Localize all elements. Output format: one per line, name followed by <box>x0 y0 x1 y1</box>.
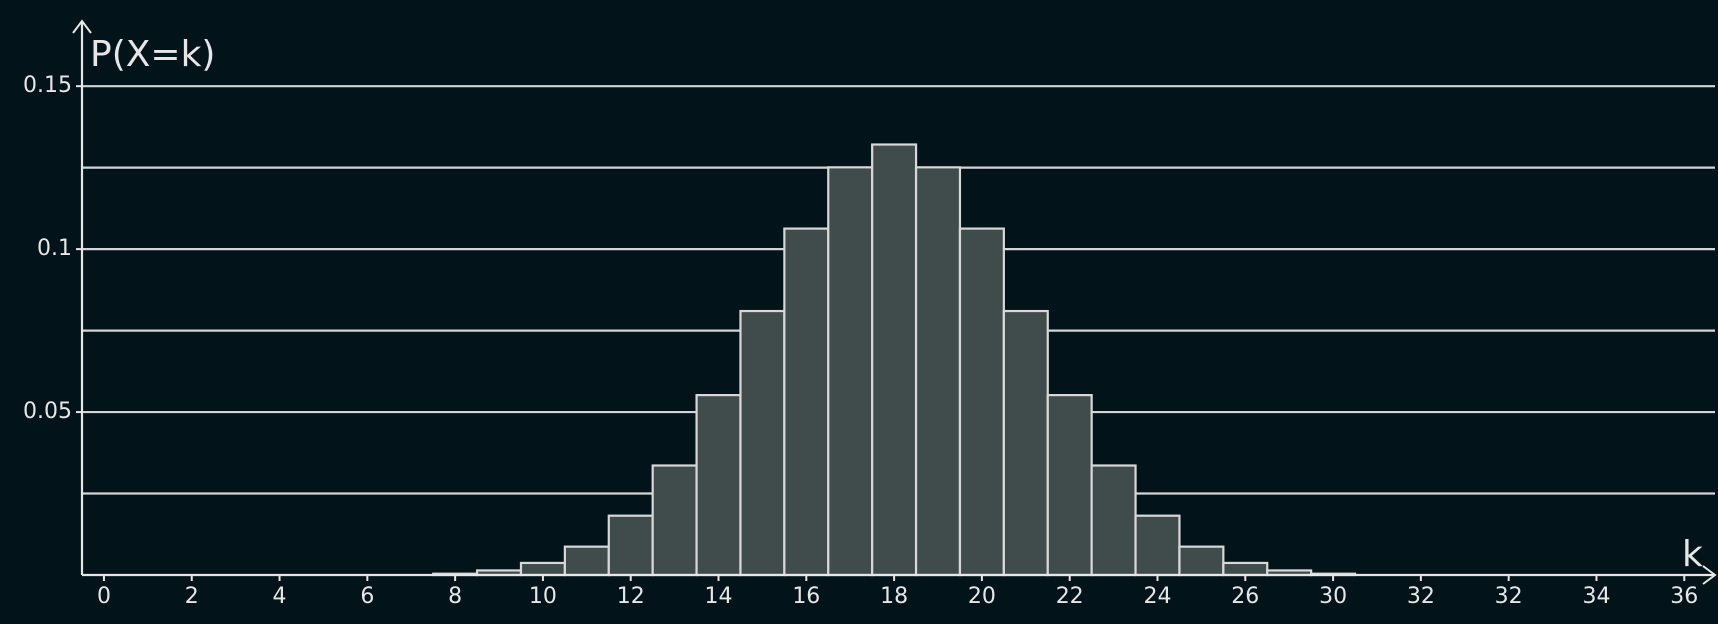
x-tick-label: 12 <box>617 584 645 609</box>
y-axis-arrow <box>72 19 92 34</box>
y-tick-label: 0.1 <box>37 236 72 261</box>
bar <box>563 545 610 577</box>
bar <box>827 166 874 577</box>
bar <box>871 143 918 577</box>
x-axis-label: k <box>1682 534 1703 575</box>
x-tick-label: 8 <box>448 584 462 609</box>
x-tick-label: 34 <box>1582 584 1610 609</box>
bar <box>1178 545 1225 577</box>
x-tick-label: 32 <box>1407 584 1435 609</box>
x-tick-label: 18 <box>880 584 908 609</box>
x-tick-label: 26 <box>1231 584 1259 609</box>
y-tick-label: 0.15 <box>23 73 72 98</box>
bar <box>958 227 1005 577</box>
bar <box>1134 514 1181 577</box>
bar <box>1222 561 1269 577</box>
bar <box>914 166 962 577</box>
bar <box>607 514 654 577</box>
bar <box>651 464 698 577</box>
bar <box>519 561 566 577</box>
bar <box>1002 309 1049 577</box>
x-tick-label: 2 <box>185 584 199 609</box>
y-tick-label: 0.05 <box>23 399 72 424</box>
bar <box>695 394 742 577</box>
x-axis-arrow <box>1702 565 1717 585</box>
bar <box>1090 464 1137 577</box>
y-axis-label: P(X=k) <box>90 34 215 75</box>
x-tick-label: 0 <box>97 584 111 609</box>
x-tick-label: 14 <box>705 584 733 609</box>
x-tick-label: 20 <box>968 584 996 609</box>
x-tick-label: 16 <box>792 584 820 609</box>
bar <box>783 227 830 577</box>
x-tick-label: 4 <box>273 584 287 609</box>
x-tick-label: 30 <box>1319 584 1347 609</box>
x-tick-label: 10 <box>529 584 557 609</box>
x-tick-label: 36 <box>1670 584 1698 609</box>
x-tick-label: 32 <box>1495 584 1523 609</box>
x-tick-label: 6 <box>360 584 374 609</box>
x-tick-label: 22 <box>1056 584 1084 609</box>
bar <box>1046 394 1093 577</box>
bar <box>739 309 786 577</box>
x-tick-label: 24 <box>1143 584 1171 609</box>
